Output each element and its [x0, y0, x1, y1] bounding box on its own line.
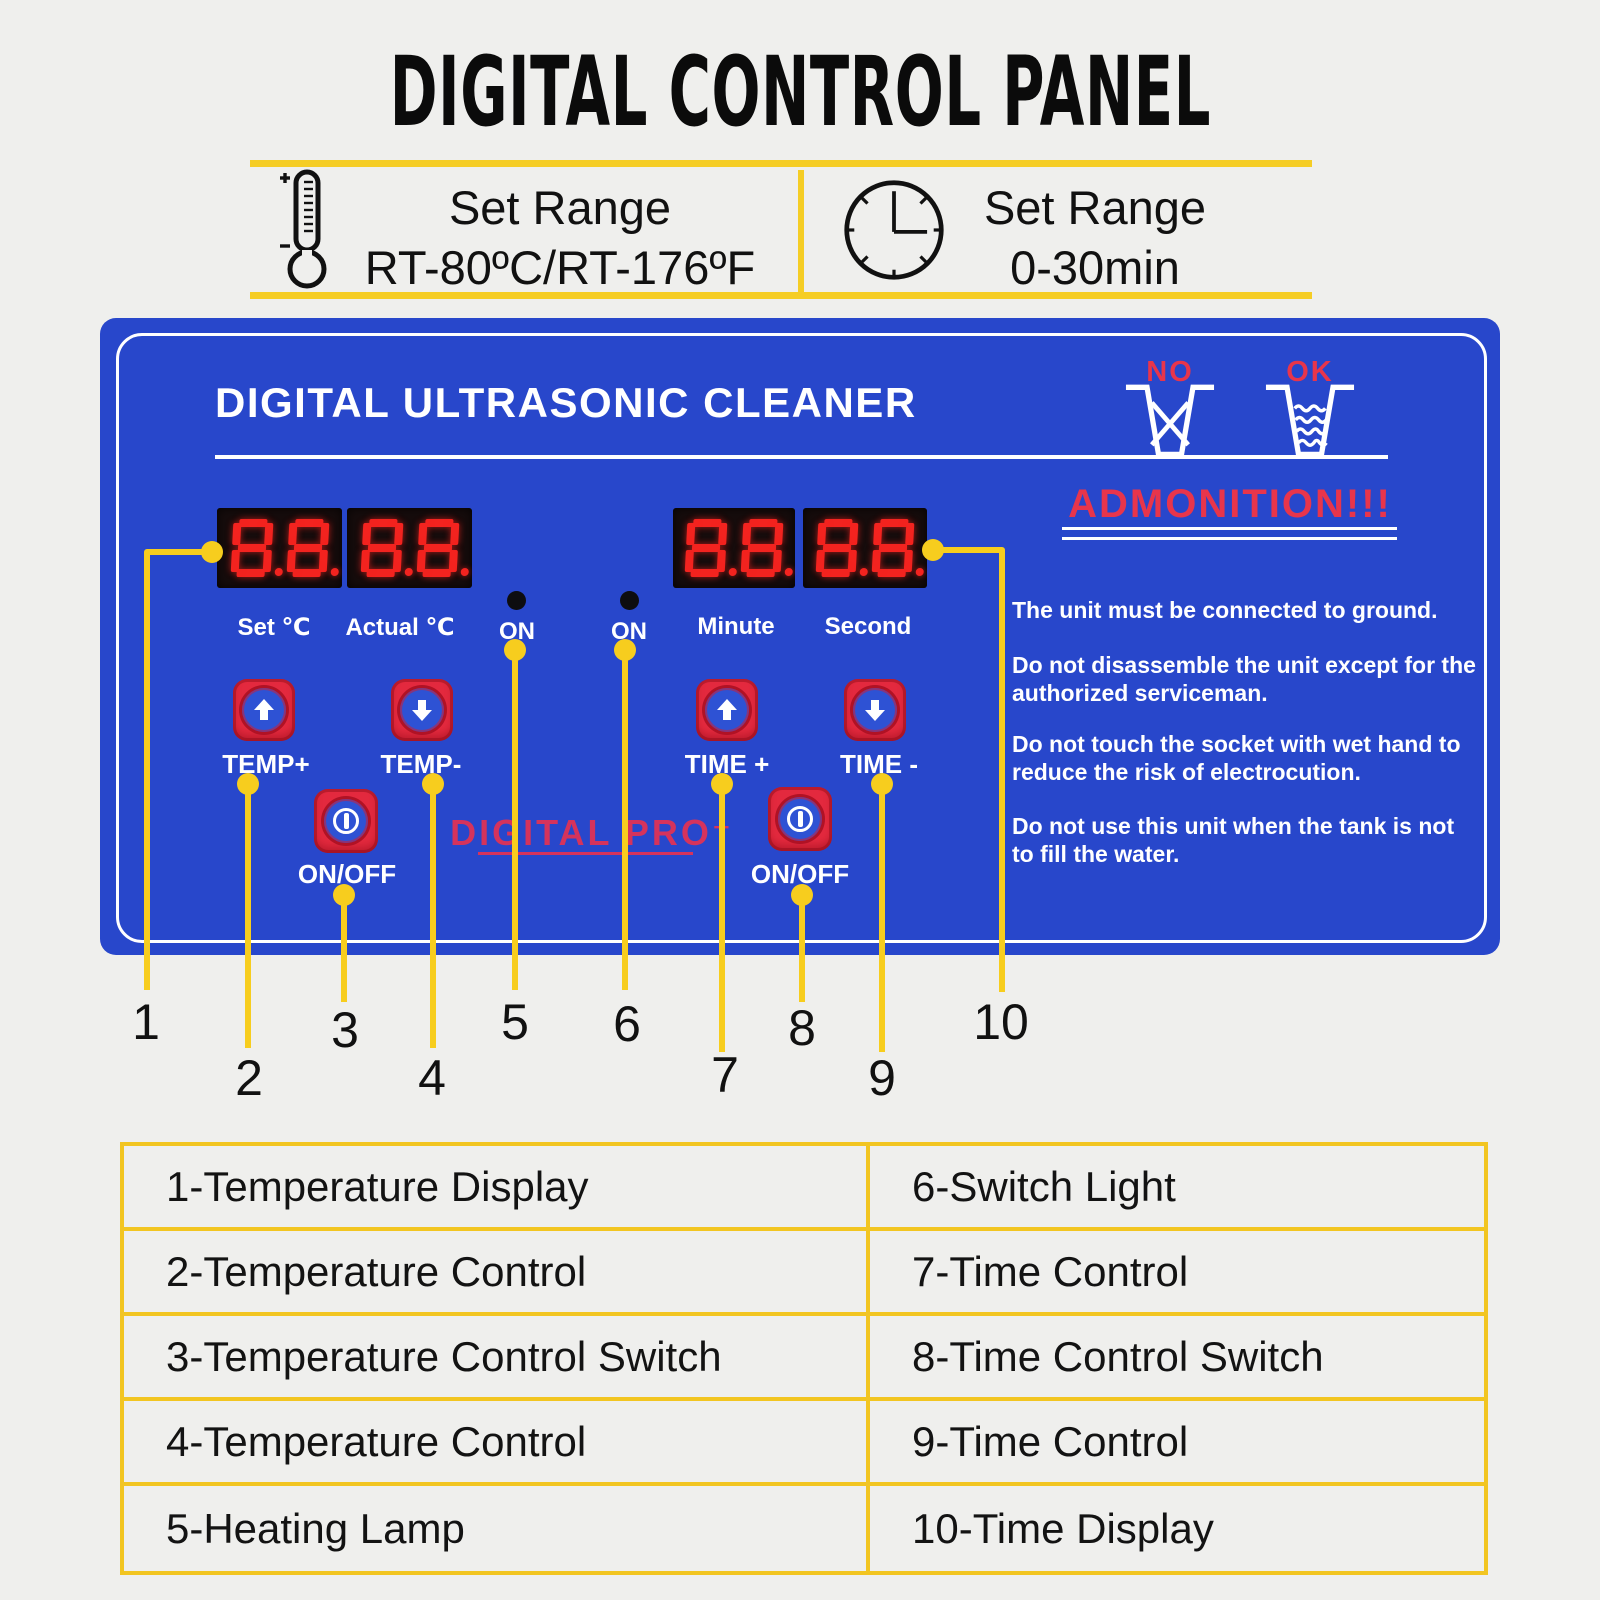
legend-cell: 3-Temperature Control Switch [124, 1316, 870, 1401]
time-plus-button[interactable] [696, 679, 758, 741]
brand-underline [478, 852, 693, 855]
switch-lamp [620, 591, 639, 610]
legend-cell: 9-Time Control [870, 1401, 1484, 1486]
admonition-paragraph: Do not use this unit when the tank is no… [1012, 813, 1455, 867]
time-spec-title: Set Range [983, 181, 1207, 234]
time-minus-button[interactable] [844, 679, 906, 741]
minute-label: Minute [697, 613, 775, 640]
legend-table: 1-Temperature Display 6-Switch Light 2-T… [120, 1142, 1488, 1575]
temp-spec-range: RT-80ºC/RT-176ºF [364, 241, 756, 294]
on-label-1: ON [499, 618, 535, 645]
no-label: NO [1146, 356, 1194, 388]
callout-number-2: 2 [235, 1050, 263, 1106]
power-icon [787, 806, 813, 832]
legend-cell: 10-Time Display [870, 1486, 1484, 1571]
legend-cell: 6-Switch Light [870, 1146, 1484, 1231]
time-onoff-label: ON/OFF [750, 859, 850, 889]
clock-icon [844, 180, 944, 280]
arrow-down-icon [412, 699, 432, 721]
callout-number-6: 6 [613, 996, 641, 1052]
arrow-up-icon [254, 699, 274, 721]
callout-number-1: 1 [132, 994, 160, 1050]
callout-number-8: 8 [788, 1000, 816, 1056]
brand-text: DIGITAL PRO⁺ [450, 812, 734, 853]
temp-onoff-button[interactable] [314, 789, 378, 853]
spec-divider [798, 170, 804, 294]
temp-plus-label: TEMP+ [222, 749, 310, 779]
time-spec-range: 0-30min [1010, 241, 1180, 294]
power-icon [333, 808, 359, 834]
callout-number-10: 10 [973, 994, 1029, 1050]
temp-onoff-label: ON/OFF [297, 859, 397, 889]
time-onoff-button[interactable] [768, 787, 832, 851]
spec-top-rule [250, 160, 1312, 167]
temp-minus-button[interactable] [391, 679, 453, 741]
on-label-2: ON [611, 618, 647, 645]
callout-number-9: 9 [868, 1050, 896, 1106]
time-second-display [803, 508, 927, 588]
temp-spec: Set Range RT-80ºC/RT-176ºF [350, 178, 770, 298]
time-minus-label: TIME - [840, 749, 918, 779]
time-plus-label: TIME + [684, 749, 770, 779]
heating-lamp [507, 591, 526, 610]
panel-title: DIGITAL ULTRASONIC CLEANER [215, 379, 917, 426]
temp-actual-display [347, 508, 472, 588]
temp-plus-button[interactable] [233, 679, 295, 741]
ok-label: OK [1286, 356, 1334, 388]
legend-cell: 7-Time Control [870, 1231, 1484, 1316]
time-spec: Set Range 0-30min [955, 178, 1235, 298]
callout-number-7: 7 [711, 1047, 739, 1103]
admonition-title: ADMONITION!!! [1068, 482, 1392, 526]
admonition-rule-1 [1062, 527, 1397, 530]
admonition-rule-2 [1062, 537, 1397, 540]
no-wash-icon: NO [1122, 356, 1218, 462]
legend-cell: 8-Time Control Switch [870, 1316, 1484, 1401]
arrow-up-icon [717, 699, 737, 721]
set-c-label: Set ℃ [237, 614, 311, 641]
admonition-paragraph: Do not touch the socket with wet hand to… [1012, 731, 1461, 785]
legend-cell: 4-Temperature Control [124, 1401, 870, 1486]
arrow-down-icon [865, 699, 885, 721]
admonition-paragraph: Do not disassemble the unit except for t… [1012, 652, 1476, 706]
temp-spec-title: Set Range [448, 181, 672, 234]
spec-bottom-rule [250, 292, 1312, 299]
thermometer-icon [280, 169, 327, 289]
legend-cell: 1-Temperature Display [124, 1146, 870, 1231]
callout-number-5: 5 [501, 994, 529, 1050]
actual-c-label: Actual ℃ [345, 614, 455, 641]
panel-title-underline [215, 455, 1388, 459]
legend-cell: 5-Heating Lamp [124, 1486, 870, 1571]
second-label: Second [824, 613, 912, 640]
callout-number-3: 3 [331, 1002, 359, 1058]
legend-cell: 2-Temperature Control [124, 1231, 870, 1316]
callout-number-4: 4 [418, 1050, 446, 1106]
temp-set-display [217, 508, 342, 588]
page-title: DIGITAL CONTROL PANEL [389, 36, 1211, 148]
ok-wash-icon: OK [1258, 356, 1362, 462]
temp-minus-label: TEMP- [380, 749, 462, 779]
time-minute-display [673, 508, 795, 588]
admonition-paragraph: The unit must be connected to ground. [1012, 597, 1438, 623]
